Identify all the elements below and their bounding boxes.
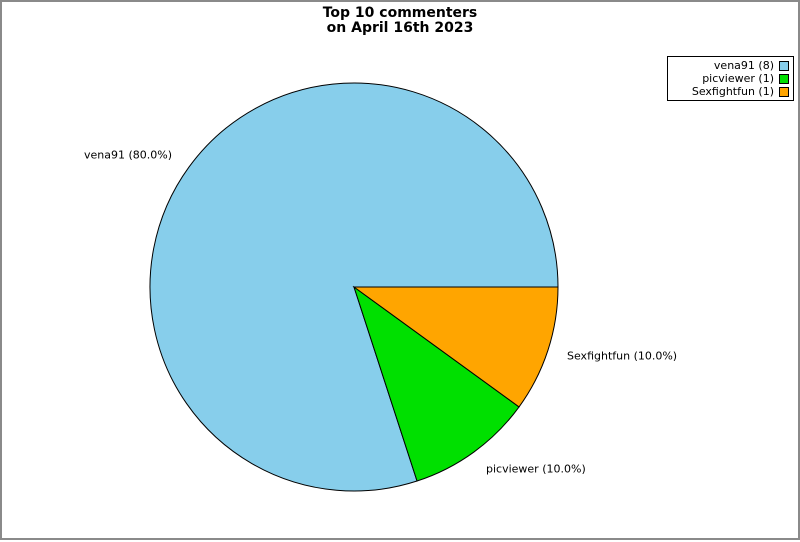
slice-label-Sexfightfun: Sexfightfun (10.0%) bbox=[567, 349, 678, 363]
legend: vena91 (8) picviewer (1) Sexfightfun (1) bbox=[667, 56, 794, 101]
legend-label-vena91: vena91 (8) bbox=[713, 59, 774, 72]
pie-slice-picviewer bbox=[353, 285, 520, 482]
legend-row-Sexfightfun: Sexfightfun (1) bbox=[672, 85, 789, 98]
chart-title-line1: Top 10 commenters bbox=[322, 5, 478, 21]
chart-title-line2: on April 16th 2023 bbox=[326, 20, 474, 36]
slice-label-picviewer: picviewer (10.0%) bbox=[486, 462, 586, 476]
legend-swatch-vena91 bbox=[779, 60, 789, 71]
legend-label-Sexfightfun: Sexfightfun (1) bbox=[691, 85, 774, 98]
legend-swatch-Sexfightfun bbox=[779, 86, 789, 97]
slice-label-vena91: vena91 (80.0%) bbox=[83, 148, 172, 162]
legend-row-vena91: vena91 (8) bbox=[672, 59, 789, 72]
legend-swatch-picviewer bbox=[779, 73, 789, 84]
chart-title: Top 10 commenters on April 16th 2023 bbox=[2, 6, 798, 36]
legend-row-picviewer: picviewer (1) bbox=[672, 72, 789, 85]
pie-slice-Sexfightfun bbox=[352, 286, 559, 408]
legend-label-picviewer: picviewer (1) bbox=[702, 72, 774, 85]
